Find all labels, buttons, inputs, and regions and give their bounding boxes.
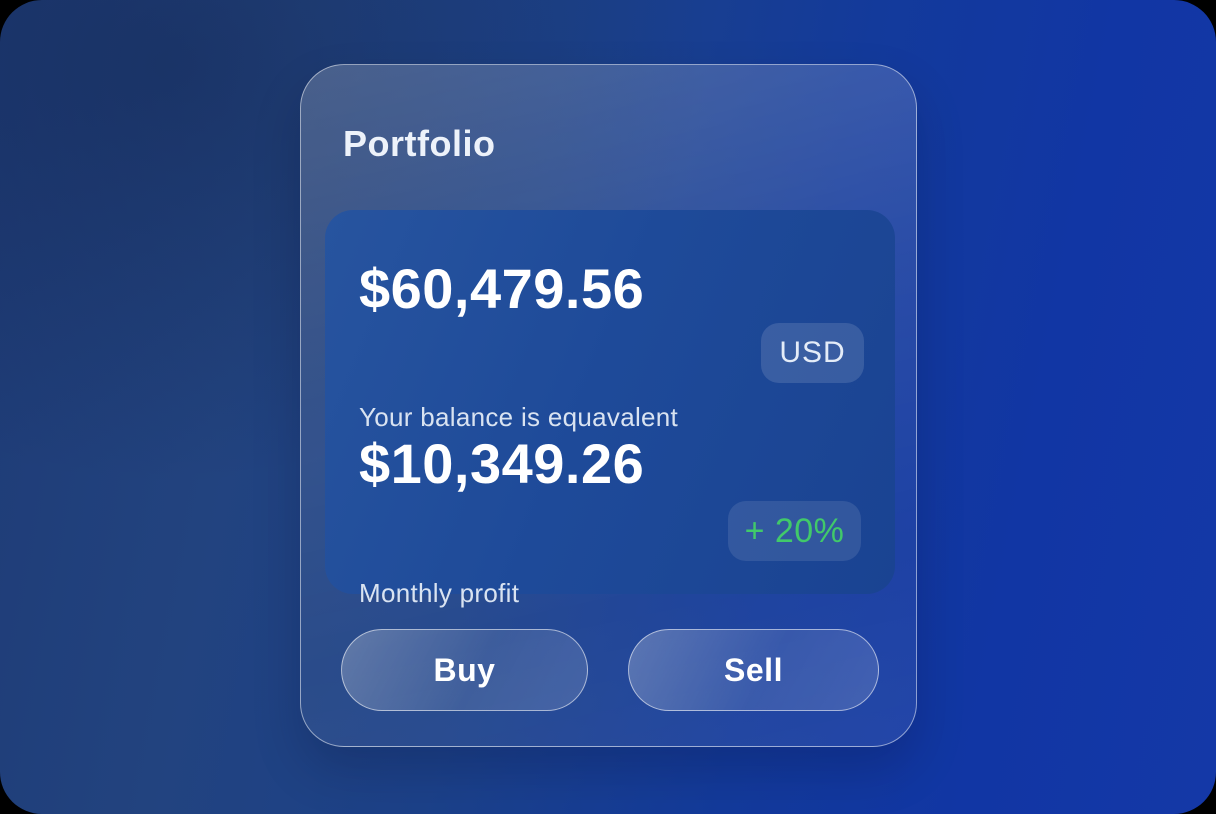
- balance-amount: $60,479.56: [359, 257, 645, 320]
- profit-change-badge: + 20%: [728, 501, 861, 561]
- profit-caption: Monthly profit: [359, 578, 520, 608]
- sell-button[interactable]: Sell: [628, 629, 879, 711]
- balance-caption: Your balance is equavalent: [359, 402, 679, 432]
- buy-button[interactable]: Buy: [341, 629, 588, 711]
- portfolio-card: Portfolio $60,479.56 Your balance is equ…: [300, 64, 917, 747]
- balance-card: $60,479.56 Your balance is equavalent US…: [325, 210, 895, 608]
- currency-badge[interactable]: USD: [761, 323, 864, 383]
- profit-amount: $10,349.26: [359, 432, 645, 495]
- portfolio-title: Portfolio: [343, 123, 496, 164]
